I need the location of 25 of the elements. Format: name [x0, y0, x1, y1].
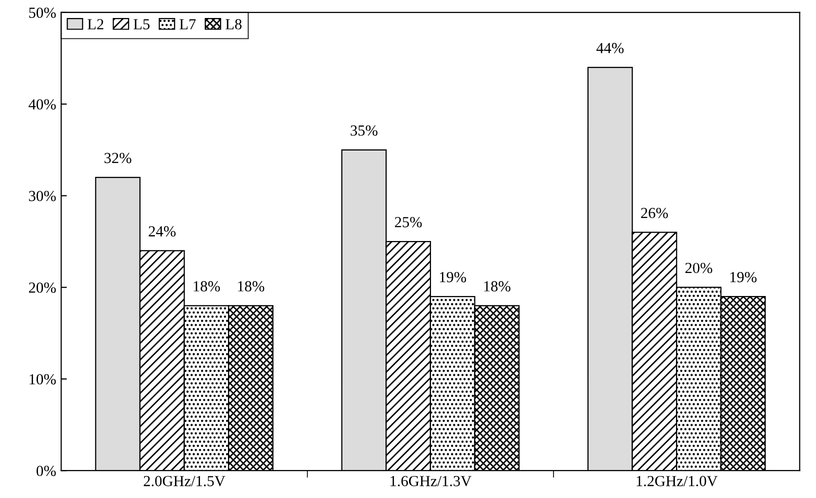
- data-label: 24%: [148, 226, 176, 237]
- legend-label: L2: [88, 19, 104, 30]
- legend-label: L5: [134, 19, 150, 30]
- x-tick-label: 1.6GHz/1.3V: [390, 476, 472, 486]
- x-tick-label: 1.2GHz/1.0V: [636, 476, 718, 486]
- x-tick-label: 2.0GHz/1.5V: [144, 476, 226, 486]
- data-label: 20%: [685, 262, 712, 274]
- legend-label: L8: [226, 19, 242, 30]
- y-tick-label: 20%: [29, 282, 56, 293]
- y-tick-label: 10%: [30, 374, 56, 384]
- data-label: 18%: [194, 281, 220, 292]
- data-label: 25%: [394, 217, 422, 228]
- data-label: 18%: [238, 281, 264, 292]
- data-label: 18%: [484, 281, 510, 292]
- data-label: 32%: [104, 152, 132, 164]
- legend-label: L7: [180, 19, 196, 30]
- y-tick-label: 0%: [36, 466, 56, 476]
- y-tick-label: 30%: [29, 190, 56, 202]
- data-label: 19%: [730, 272, 757, 282]
- data-label: 35%: [350, 125, 378, 136]
- data-label: 44%: [596, 42, 624, 54]
- data-label: 19%: [440, 272, 466, 282]
- data-label: 26%: [641, 208, 668, 218]
- y-tick-label: 50%: [29, 8, 56, 18]
- y-tick-label: 40%: [28, 99, 56, 110]
